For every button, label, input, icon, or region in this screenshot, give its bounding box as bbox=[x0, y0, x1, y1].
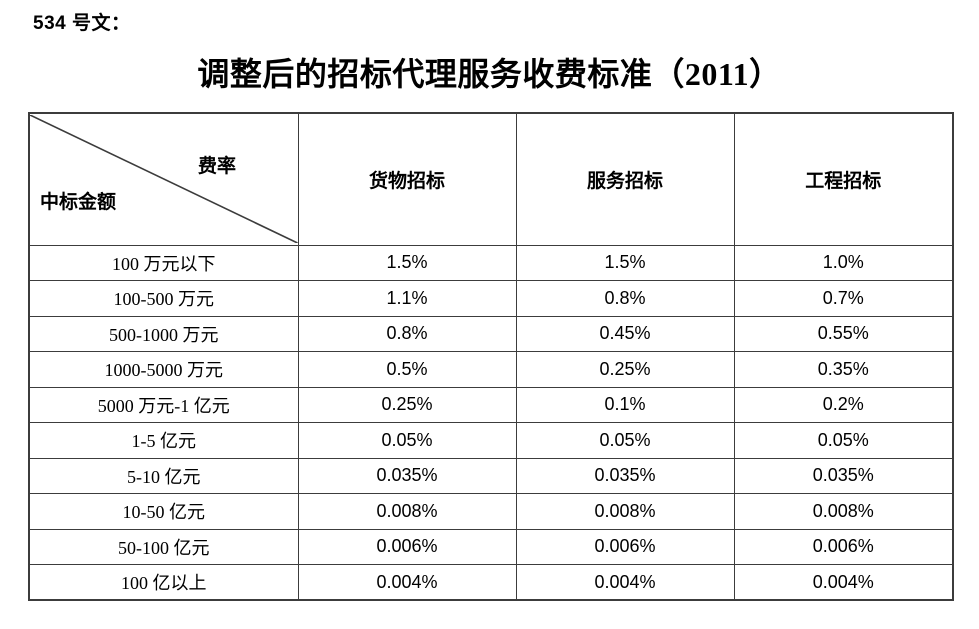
rate-value: 0.006% bbox=[297, 528, 517, 565]
table-row: 5000 万元-1 亿元 0.25% 0.1% 0.2% bbox=[28, 386, 954, 423]
row-label: 50-100 亿元 bbox=[28, 528, 299, 565]
header-row: 费率 中标金额 货物招标 服务招标 工程招标 bbox=[28, 112, 954, 246]
rate-value: 0.05% bbox=[297, 422, 517, 459]
rate-value: 0.006% bbox=[733, 528, 954, 565]
corner-cell: 费率 中标金额 bbox=[28, 112, 299, 246]
rate-value: 0.55% bbox=[733, 315, 954, 352]
rate-value: 0.25% bbox=[297, 386, 517, 423]
rate-value: 0.45% bbox=[515, 315, 735, 352]
rate-value: 0.35% bbox=[733, 351, 954, 388]
page-title: 调整后的招标代理服务收费标准（2011） bbox=[197, 56, 782, 92]
rate-value: 0.8% bbox=[297, 315, 517, 352]
row-label: 100 亿以上 bbox=[28, 564, 299, 601]
rate-value: 0.008% bbox=[515, 493, 735, 530]
rate-value: 0.035% bbox=[733, 457, 954, 494]
table-row: 100 万元以下 1.5% 1.5% 1.0% bbox=[28, 244, 954, 281]
rate-value: 0.008% bbox=[297, 493, 517, 530]
row-label: 500-1000 万元 bbox=[28, 315, 299, 352]
rate-value: 1.1% bbox=[297, 280, 517, 317]
rate-value: 0.006% bbox=[515, 528, 735, 565]
table-row: 100 亿以上 0.004% 0.004% 0.004% bbox=[28, 564, 954, 601]
rate-value: 0.004% bbox=[515, 564, 735, 601]
corner-label-amount: 中标金额 bbox=[40, 192, 117, 214]
rate-value: 0.8% bbox=[515, 280, 735, 317]
rate-value: 0.2% bbox=[733, 386, 954, 423]
row-label: 1-5 亿元 bbox=[28, 422, 299, 459]
rate-value: 0.5% bbox=[297, 351, 517, 388]
rate-value: 0.05% bbox=[733, 422, 954, 459]
rate-value: 0.7% bbox=[733, 280, 954, 317]
table-body: 100 万元以下 1.5% 1.5% 1.0% 100-500 万元 1.1% 0.8% 0.… bbox=[28, 244, 954, 601]
rate-value: 0.004% bbox=[297, 564, 517, 601]
doc-ref: 534 号文： bbox=[33, 13, 131, 34]
table-row: 10-50 亿元 0.008% 0.008% 0.008% bbox=[28, 493, 954, 530]
row-label: 5000 万元-1 亿元 bbox=[28, 386, 299, 423]
rate-value: 0.035% bbox=[297, 457, 517, 494]
rate-value: 1.5% bbox=[515, 244, 735, 281]
rate-value: 0.004% bbox=[733, 564, 954, 601]
table-row: 50-100 亿元 0.006% 0.006% 0.006% bbox=[28, 528, 954, 565]
row-label: 5-10 亿元 bbox=[28, 457, 299, 494]
rate-value: 0.1% bbox=[515, 386, 735, 423]
fee-table: 费率 中标金额 货物招标 服务招标 工程招标 100 万元以下 1.5% 1.5% 1… bbox=[28, 112, 954, 601]
corner-label-rate: 费率 bbox=[198, 156, 237, 178]
column-header-engineering: 工程招标 bbox=[733, 112, 954, 246]
rate-value: 0.008% bbox=[733, 493, 954, 530]
column-header-goods: 货物招标 bbox=[297, 112, 517, 246]
column-header-services: 服务招标 bbox=[515, 112, 735, 246]
table-row: 1-5 亿元 0.05% 0.05% 0.05% bbox=[28, 422, 954, 459]
rate-value: 0.25% bbox=[515, 351, 735, 388]
corner-cell-inner: 费率 中标金额 bbox=[30, 115, 297, 244]
rate-value: 0.035% bbox=[515, 457, 735, 494]
diagonal-divider-line bbox=[30, 115, 297, 244]
table-row: 5-10 亿元 0.035% 0.035% 0.035% bbox=[28, 457, 954, 494]
rate-value: 1.0% bbox=[733, 244, 954, 281]
row-label: 1000-5000 万元 bbox=[28, 351, 299, 388]
table-row: 500-1000 万元 0.8% 0.45% 0.55% bbox=[28, 315, 954, 352]
rate-value: 1.5% bbox=[297, 244, 517, 281]
row-label: 100 万元以下 bbox=[28, 244, 299, 281]
row-label: 10-50 亿元 bbox=[28, 493, 299, 530]
table-row: 1000-5000 万元 0.5% 0.25% 0.35% bbox=[28, 351, 954, 388]
table-row: 100-500 万元 1.1% 0.8% 0.7% bbox=[28, 280, 954, 317]
row-label: 100-500 万元 bbox=[28, 280, 299, 317]
rate-value: 0.05% bbox=[515, 422, 735, 459]
